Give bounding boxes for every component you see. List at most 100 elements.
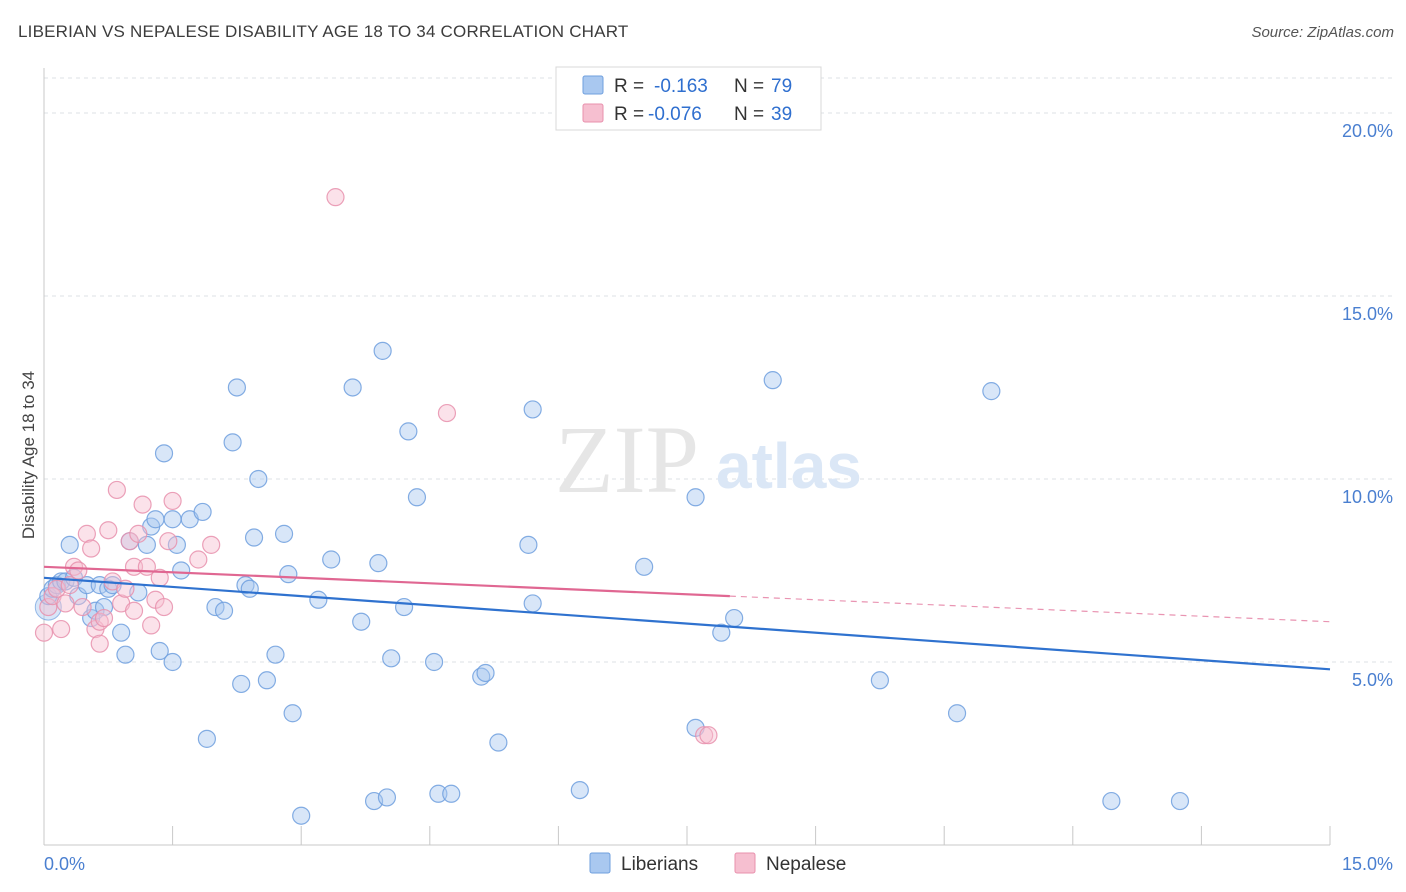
point-liberians: [223, 433, 242, 452]
legend-n-value-nepalese: 39: [771, 104, 792, 125]
point-liberians: [154, 444, 174, 463]
bottom-legend-label-liberians: Liberians: [621, 854, 698, 875]
point-nepalese: [129, 524, 148, 543]
point-liberians: [870, 671, 890, 690]
legend-n-value-liberians: 79: [771, 76, 792, 97]
points-layer: [34, 188, 1190, 825]
chart-title: LIBERIAN VS NEPALESE DISABILITY AGE 18 T…: [18, 22, 629, 41]
legend-n-label-nepalese: N =: [734, 104, 764, 125]
point-liberians: [249, 469, 268, 489]
point-liberians: [442, 784, 461, 803]
legend-r-label-nepalese: R =: [614, 104, 644, 125]
point-liberians: [172, 561, 191, 580]
bottom-legend-label-nepalese: Nepalese: [766, 854, 846, 875]
x-tick-label: 0.0%: [44, 854, 85, 874]
trend-line-nepalese-extension: [729, 595, 1331, 623]
bottom-legend: Liberians Nepalese: [589, 852, 846, 875]
point-nepalese: [142, 616, 161, 635]
point-nepalese: [39, 597, 58, 617]
y-tick-label: 15.0%: [1342, 304, 1393, 324]
y-axis-label: Disability Age 18 to 34: [19, 371, 38, 539]
point-liberians: [377, 788, 397, 807]
point-liberians: [523, 400, 542, 419]
axes-layer: 5.0% 10.0% 15.0% 20.0% 0.0% 15.0%: [43, 68, 1393, 874]
point-nepalese: [695, 726, 714, 745]
point-liberians: [227, 378, 246, 397]
point-nepalese: [154, 597, 174, 617]
point-nepalese: [73, 597, 92, 617]
point-liberians: [257, 671, 277, 690]
point-liberians: [240, 579, 259, 598]
point-nepalese: [52, 619, 71, 639]
point-nepalese: [90, 634, 109, 653]
watermark: ZIP atlas: [555, 406, 862, 513]
point-liberians: [407, 488, 427, 507]
point-liberians: [686, 488, 705, 507]
point-nepalese: [124, 601, 144, 620]
point-nepalese: [69, 561, 88, 580]
bottom-legend-swatch-liberians: [589, 852, 611, 874]
point-nepalese: [159, 532, 178, 551]
point-liberians: [214, 601, 234, 620]
point-liberians: [570, 780, 589, 800]
point-liberians: [982, 382, 1001, 401]
point-liberians: [322, 550, 341, 569]
point-liberians: [1170, 791, 1190, 811]
point-liberians: [150, 641, 169, 661]
point-liberians-cluster: [34, 593, 62, 621]
legend-r-value-nepalese: -0.076: [648, 104, 702, 125]
legend-swatch-nepalese: [582, 103, 604, 123]
point-nepalese: [133, 495, 152, 514]
y-tick-label: 5.0%: [1352, 670, 1393, 690]
point-liberians: [232, 674, 251, 694]
point-liberians: [399, 422, 418, 441]
point-nepalese: [326, 188, 345, 207]
legend: R = -0.163 N = 79 R = -0.076 N = 39: [555, 66, 822, 131]
y-tick-label: 20.0%: [1342, 121, 1393, 141]
point-liberians: [635, 557, 654, 576]
point-liberians: [343, 378, 362, 397]
legend-r-value-liberians: -0.163: [654, 76, 708, 97]
point-liberians: [274, 524, 294, 543]
trend-layer: [43, 565, 1331, 671]
point-liberians: [369, 554, 388, 573]
point-liberians: [266, 645, 285, 664]
point-nepalese: [699, 726, 718, 745]
point-liberians: [163, 652, 182, 672]
source-label: Source: ZipAtlas.com: [1251, 24, 1394, 41]
point-liberians: [429, 784, 448, 803]
point-liberians: [60, 535, 79, 554]
point-liberians: [382, 649, 401, 668]
point-liberians: [116, 645, 135, 664]
x-tick-label: 15.0%: [1342, 854, 1393, 874]
trend-line-nepalese: [43, 565, 730, 598]
bottom-legend-swatch-nepalese: [734, 852, 756, 874]
point-liberians: [947, 704, 967, 723]
point-liberians: [523, 594, 542, 613]
point-liberians: [146, 510, 165, 529]
point-nepalese: [99, 521, 118, 540]
point-liberians: [193, 502, 212, 522]
point-liberians: [1102, 791, 1121, 811]
point-liberians: [292, 806, 311, 825]
point-liberians: [309, 590, 328, 609]
point-liberians: [197, 729, 216, 748]
point-nepalese: [82, 539, 101, 558]
watermark-atlas: atlas: [716, 430, 862, 502]
point-nepalese: [163, 491, 182, 511]
point-liberians: [725, 608, 744, 628]
point-liberians: [244, 528, 264, 547]
point-liberians: [763, 371, 782, 390]
point-nepalese: [202, 535, 221, 554]
trend-line-liberians: [43, 576, 1331, 671]
point-liberians: [424, 652, 444, 672]
point-nepalese: [56, 594, 75, 613]
point-liberians: [112, 623, 131, 642]
point-nepalese: [189, 550, 208, 569]
point-liberians: [163, 510, 182, 529]
point-nepalese: [107, 480, 126, 500]
point-liberians: [283, 704, 302, 723]
legend-n-label-liberians: N =: [734, 76, 764, 97]
point-liberians: [373, 341, 392, 360]
